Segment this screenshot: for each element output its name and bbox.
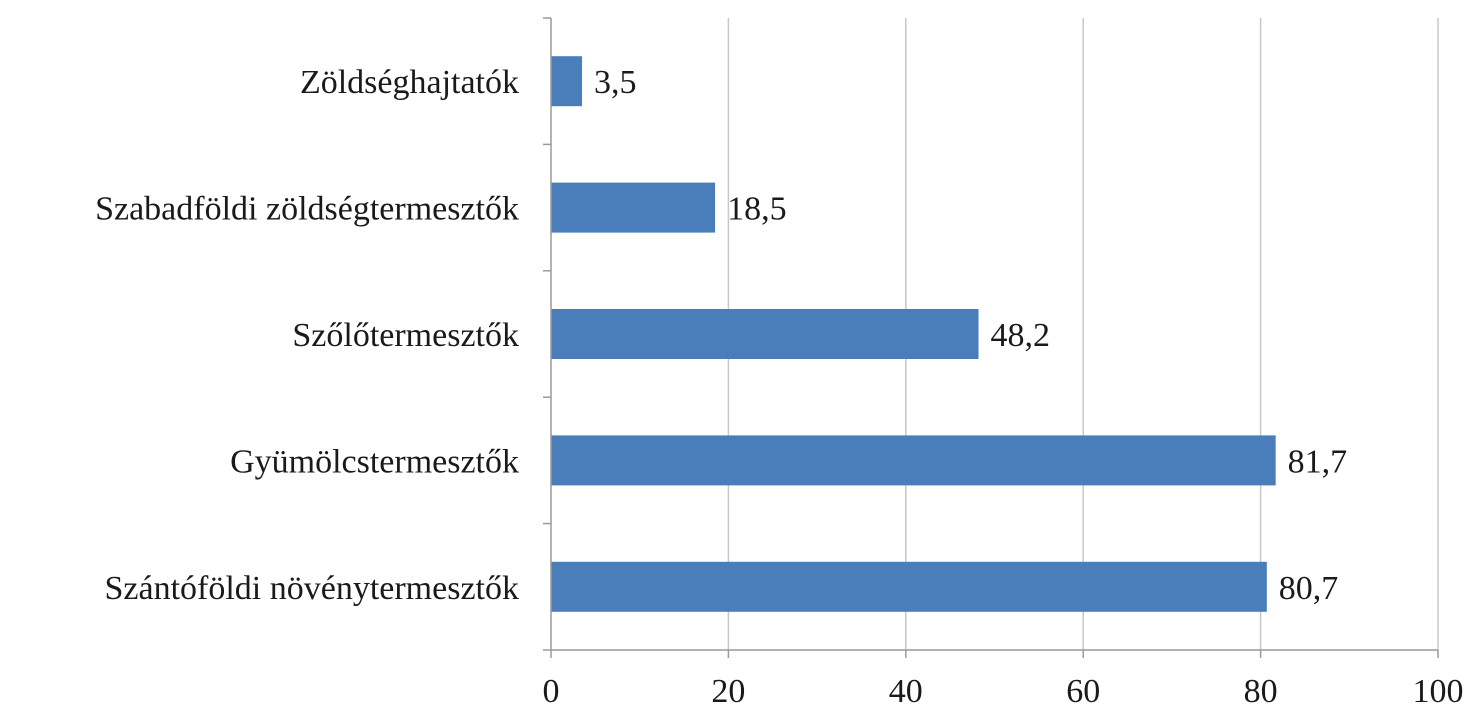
x-tick-label: 0 bbox=[543, 673, 560, 710]
x-tick-label: 100 bbox=[1413, 673, 1464, 710]
bar bbox=[551, 309, 979, 359]
bar bbox=[551, 182, 716, 233]
data-label: 80,7 bbox=[1279, 570, 1339, 607]
grid-lines bbox=[727, 18, 1439, 650]
bars bbox=[551, 56, 1276, 612]
category-label: Szántóföldi növénytermesztők bbox=[104, 570, 519, 607]
data-label: 3,5 bbox=[594, 64, 637, 101]
category-label: Zöldséghajtatók bbox=[300, 64, 519, 101]
data-label: 18,5 bbox=[727, 191, 787, 228]
x-tick-label: 40 bbox=[889, 673, 923, 710]
x-tick-label: 60 bbox=[1066, 673, 1100, 710]
x-tick-label: 80 bbox=[1244, 673, 1278, 710]
bar bbox=[551, 561, 1267, 612]
x-tick-label: 20 bbox=[711, 673, 745, 710]
labels: 0 20 40 60 80 100 Zöldséghajtatók 3,5 Szabadföld… bbox=[95, 64, 1463, 710]
category-label: Szabadföldi zöldségtermesztők bbox=[95, 191, 519, 228]
category-label: Szőlőtermesztők bbox=[292, 317, 519, 354]
data-label: 48,2 bbox=[991, 317, 1050, 354]
bar bbox=[551, 435, 1276, 486]
data-label: 81,7 bbox=[1288, 443, 1348, 480]
bar bbox=[551, 56, 583, 107]
axes bbox=[543, 17, 1439, 658]
category-label: Gyümölcstermesztők bbox=[230, 443, 519, 480]
